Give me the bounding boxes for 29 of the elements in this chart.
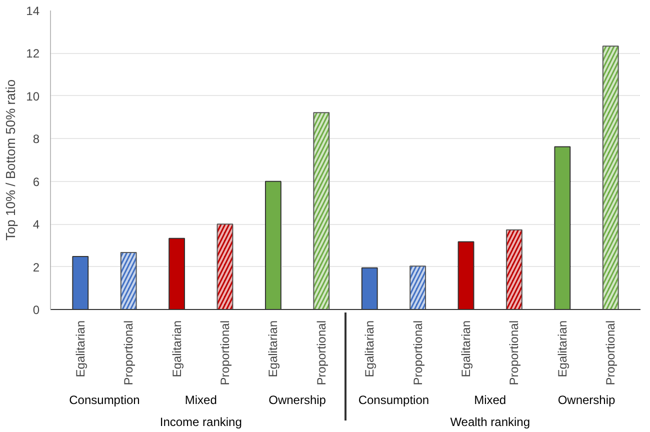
text: Wealth ranking	[450, 415, 530, 430]
x-tick-label: Egalitarian	[362, 320, 377, 378]
y-tick-label: 4	[32, 218, 40, 232]
text: Income ranking	[160, 415, 242, 430]
y-tick-label: 2	[32, 260, 40, 274]
text: Consumption	[358, 393, 430, 408]
y-tick-label: 8	[32, 132, 40, 146]
x-tick-label: Egalitarian	[555, 320, 570, 378]
x-tick-label: Proportional	[218, 320, 232, 386]
x-tick-label: Proportional	[604, 320, 618, 386]
x-tick-label: Egalitarian	[170, 320, 184, 378]
x-tick-label: Egalitarian	[459, 320, 474, 378]
y-axis-title: Top 10% / Bottom 50% ratio	[3, 79, 18, 241]
x-tick-label: Proportional	[410, 320, 425, 386]
text: Mixed	[474, 393, 506, 408]
text: Mixed	[184, 393, 217, 408]
text: Consumption	[69, 393, 140, 408]
y-tick-label: 14	[26, 4, 40, 18]
x-tick-label: Egalitarian	[266, 320, 280, 378]
text: Ownership	[558, 393, 616, 408]
y-tick-label: 6	[32, 174, 40, 189]
x-tick-label: Proportional	[122, 320, 136, 386]
y-tick-label: 0	[32, 303, 40, 317]
x-tick-label: Proportional	[314, 320, 328, 386]
y-tick-label: 10	[26, 89, 40, 104]
x-tick-label: Egalitarian	[73, 320, 88, 378]
text: Ownership	[268, 393, 326, 408]
x-tick-label: Proportional	[507, 320, 522, 386]
y-tick-label: 12	[26, 46, 40, 61]
